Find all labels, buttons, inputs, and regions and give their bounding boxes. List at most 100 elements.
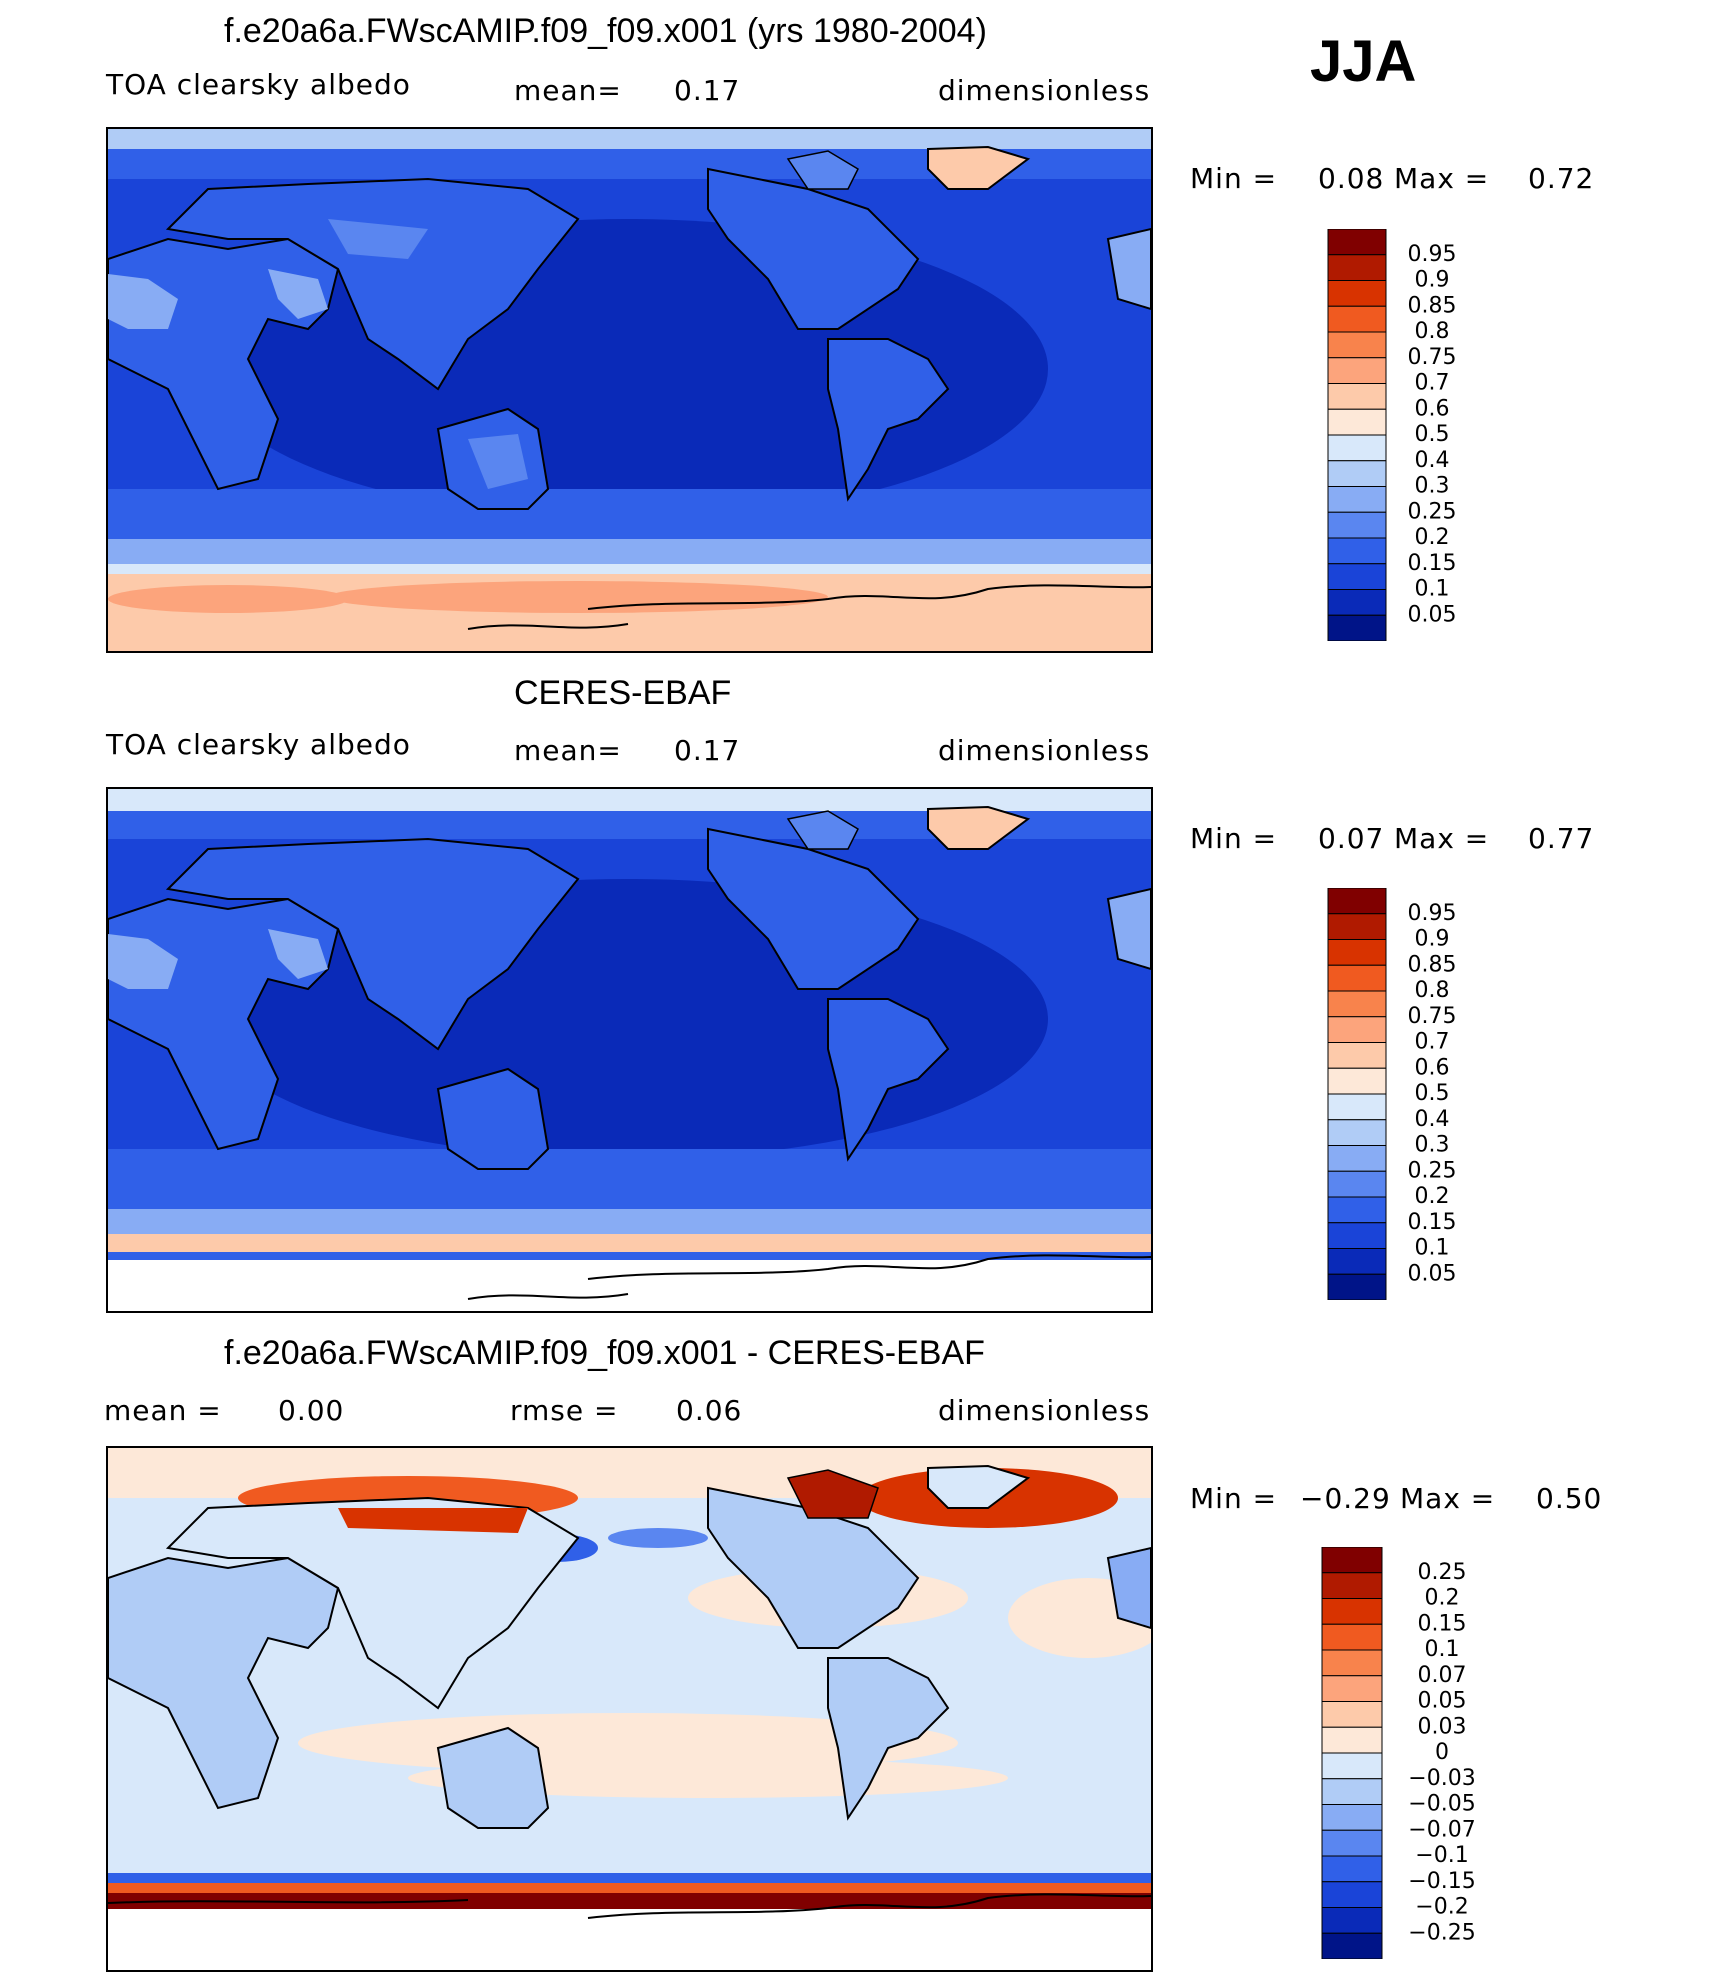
panel-3-units: dimensionless [938,1394,1151,1427]
panel-1-colorbar-tick-label: 0.05 [1408,602,1457,627]
panel-1-mean-value: 0.17 [674,74,741,107]
panel-2-title: CERES-EBAF [514,674,732,712]
panel-2-colorbar-swatch [1327,1016,1387,1043]
panel-3-rmse-value: 0.06 [676,1394,743,1427]
panel-3-map [106,1446,1153,1972]
panel-2-mean-label: mean= [514,734,622,767]
panel-1-colorbar-tick-label: 0.1 [1415,577,1450,602]
panel-2-colorbar-tick-label: 0.7 [1415,1030,1450,1055]
panel-2-colorbar-tick-label: 0.9 [1415,927,1450,952]
panel-3-colorbar-tick-label: 0.05 [1418,1689,1467,1714]
panel-2-colorbar-tick-label: 0.75 [1408,1004,1457,1029]
panel-2-colorbar-swatch [1327,1248,1387,1275]
panel-1-colorbar-swatch [1327,614,1387,641]
panel-1-colorbar-swatch [1327,383,1387,410]
panel-3-colorbar-swatch [1321,1623,1383,1651]
panel-3-colorbar-swatch [1321,1855,1383,1883]
panel-3-colorbar-tick-label: −0.03 [1408,1766,1475,1791]
panel-3-colorbar-tick-label: −0.05 [1408,1792,1475,1817]
panel-1-variable-label: TOA clearsky albedo [106,68,411,101]
panel-2-colorbar-tick-label: 0.4 [1415,1107,1450,1132]
panel-1-colorbar-swatch [1327,434,1387,462]
panel-2-colorbar-tick-label: 0.85 [1408,952,1457,977]
panel-2-colorbar-swatch [1327,1273,1387,1300]
panel-2-colorbar-swatch [1327,990,1387,1018]
panel-1-mean-label: mean= [514,74,622,107]
panel-3-colorbar-swatch [1321,1829,1383,1857]
panel-3-colorbar-swatch [1321,1726,1383,1754]
panel-1-colorbar-swatch [1327,511,1387,539]
panel-2-colorbar-tick-label: 0.1 [1415,1236,1450,1261]
panel-1-colorbar-tick-label: 0.75 [1408,345,1457,370]
panel-2-max-value: 0.77 [1528,822,1595,855]
panel-3-colorbar-swatch [1321,1778,1383,1805]
panel-3-colorbar-swatch [1321,1881,1383,1908]
panel-2-colorbar-tick-label: 0.15 [1408,1210,1457,1235]
panel-2-min-value: 0.07 [1318,822,1385,855]
panel-2-colorbar-tick-label: 0.2 [1415,1184,1450,1209]
panel-1-colorbar-swatch [1327,305,1387,333]
panel-3-colorbar-swatch [1321,1675,1383,1702]
panel-3-colorbar-swatch [1321,1804,1383,1831]
panel-3-colorbar-swatch [1321,1572,1383,1599]
panel-3-colorbar-svg: 0.250.20.150.10.070.050.030−0.03−0.05−0.… [1321,1547,1476,1959]
panel-3-colorbar-swatch [1321,1752,1383,1780]
panel-2-colorbar-tick-label: 0.25 [1408,1158,1457,1183]
panel-2-colorbar-swatch [1327,1145,1387,1172]
panel-1-colorbar-swatch [1327,537,1387,565]
panel-2-colorbar-swatch [1327,1093,1387,1121]
panel-3-colorbar-tick-label: 0.25 [1418,1560,1467,1585]
panel-1-colorbar-swatch [1327,357,1387,384]
panel-3-title: f.e20a6a.FWscAMIP.f09_f09.x001 - CERES-E… [224,1334,985,1372]
panel-1-colorbar-tick-label: 0.8 [1415,319,1450,344]
panel-2-colorbar: 0.95 0.9 0.85 0.8 0.75 0.7 0.6 0.5 0.4 0.3 0.25 0.2… [1326,888,1536,1300]
panel-3-rmse-label: rmse = [510,1394,619,1427]
panel-2-colorbar-tick-label: 0.95 [1408,901,1457,926]
panel-1-colorbar-svg: 0.950.90.850.80.750.70.60.50.40.30.250.2… [1327,229,1457,641]
panel-1-min-label: Min = [1190,162,1278,195]
panel-1-colorbar-swatch [1327,254,1387,281]
panel-3-colorbar-tick-label: 0 [1435,1740,1449,1765]
panel-2-colorbar-swatch [1327,913,1387,940]
panel-2-colorbar-swatch [1327,888,1387,915]
panel-1-colorbar-swatch [1327,280,1387,307]
panel-1-colorbar-tick-label: 0.3 [1415,474,1450,499]
panel-1-units: dimensionless [938,74,1151,107]
panel-2-colorbar-swatch [1327,1222,1387,1249]
panel-3-colorbar-tick-label: 0.2 [1425,1586,1460,1611]
panel-3-colorbar-tick-label: 0.07 [1418,1663,1467,1688]
panel-2-map-svg [108,789,1151,1311]
season-label: JJA [1310,29,1417,94]
panel-3-colorbar-tick-label: −0.15 [1408,1869,1475,1894]
panel-3-min-label: Min = [1190,1482,1278,1515]
panel-1-map-svg [108,129,1151,651]
panel-2-colorbar-swatch [1327,1196,1387,1224]
panel-1-colorbar-tick-label: 0.5 [1415,422,1450,447]
panel-2-colorbar-tick-label: 0.05 [1408,1261,1457,1286]
panel-2-min-label: Min = [1190,822,1278,855]
panel-1-colorbar-tick-label: 0.15 [1408,551,1457,576]
panel-1-colorbar-tick-label: 0.6 [1415,396,1450,421]
panel-2-colorbar-swatch [1327,939,1387,966]
panel-1-colorbar-swatch [1327,460,1387,487]
panel-3-colorbar-tick-label: 0.1 [1425,1637,1460,1662]
panel-2-colorbar-tick-label: 0.3 [1415,1133,1450,1158]
panel-3-colorbar-tick-label: −0.2 [1415,1895,1468,1920]
panel-3-min-value: −0.29 [1300,1482,1391,1515]
panel-1-colorbar-swatch [1327,229,1387,256]
panel-1-colorbar-swatch [1327,563,1387,590]
panel-2-mean-value: 0.17 [674,734,741,767]
panel-1-colorbar-tick-label: 0.95 [1408,242,1457,267]
panel-3-max-value: 0.50 [1536,1482,1603,1515]
panel-1-colorbar-tick-label: 0.7 [1415,371,1450,396]
panel-1-max-label: Max = [1394,162,1490,195]
panel-2-max-label: Max = [1394,822,1490,855]
panel-2-colorbar-swatch [1327,1042,1387,1069]
panel-2-colorbar-tick-label: 0.5 [1415,1081,1450,1106]
panel-2-colorbar-swatch [1327,964,1387,992]
panel-1-min-value: 0.08 [1318,162,1385,195]
panel-3-colorbar-swatch [1321,1701,1383,1728]
panel-3-colorbar-tick-label: 0.15 [1418,1611,1467,1636]
panel-3-colorbar-swatch [1321,1598,1383,1625]
panel-3-colorbar: 0.25 0.2 0.15 0.1 0.07 0.05 0.03 0 −0.03 −0.05 −0.… [1320,1547,1540,1959]
